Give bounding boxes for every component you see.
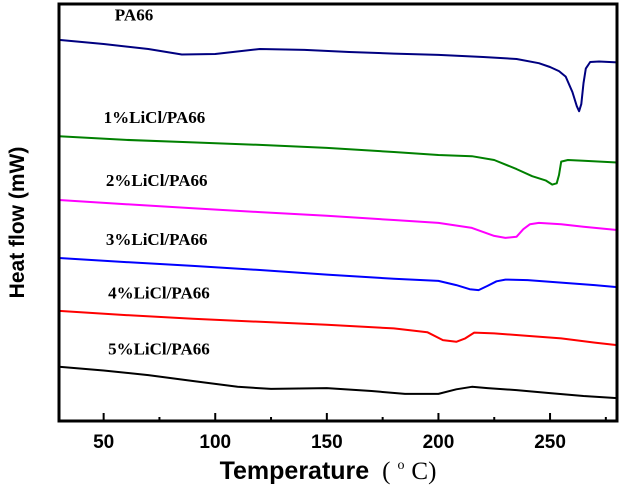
x-axis-title: Temperature ( o C) — [220, 447, 437, 485]
series-line-0 — [58, 38, 618, 113]
x-tick-label: 100 — [199, 432, 231, 453]
series-label-5: 5%LiCl/PA66 — [108, 339, 210, 358]
x-axis-title-main: Temperature — [220, 457, 370, 485]
x-tick-label: 150 — [311, 432, 343, 453]
series-line-2 — [58, 199, 618, 239]
series-label-4: 4%LiCl/PA66 — [108, 283, 210, 302]
series-label-3: 3%LiCl/PA66 — [106, 230, 208, 249]
x-tick-label: 50 — [93, 432, 114, 453]
series-labels: PA66 1%LiCl/PA66 2%LiCl/PA66 3%LiCl/PA66 4%L… — [104, 6, 210, 359]
series-line-3 — [58, 257, 618, 292]
series-line-1 — [58, 135, 618, 186]
x-tick-label: 200 — [423, 432, 455, 453]
x-axis-title-unit-sup: o — [397, 458, 404, 473]
x-tick-label: 250 — [534, 432, 566, 453]
series-line-5 — [58, 365, 618, 400]
series-label-0: PA66 — [115, 6, 153, 25]
plot-frame — [57, 2, 619, 423]
series-line-4 — [58, 309, 618, 347]
series-label-1: 1%LiCl/PA66 — [104, 108, 206, 127]
x-axis-ticks: 50 100 150 200 250 — [93, 413, 607, 453]
x-axis-title-unit-close: C) — [411, 458, 436, 485]
x-axis-title-unit-open: ( — [382, 458, 390, 485]
series-label-2: 2%LiCl/PA66 — [106, 171, 208, 190]
y-axis-title: Heat flow (mW) — [6, 147, 29, 299]
series-layer — [58, 38, 618, 400]
